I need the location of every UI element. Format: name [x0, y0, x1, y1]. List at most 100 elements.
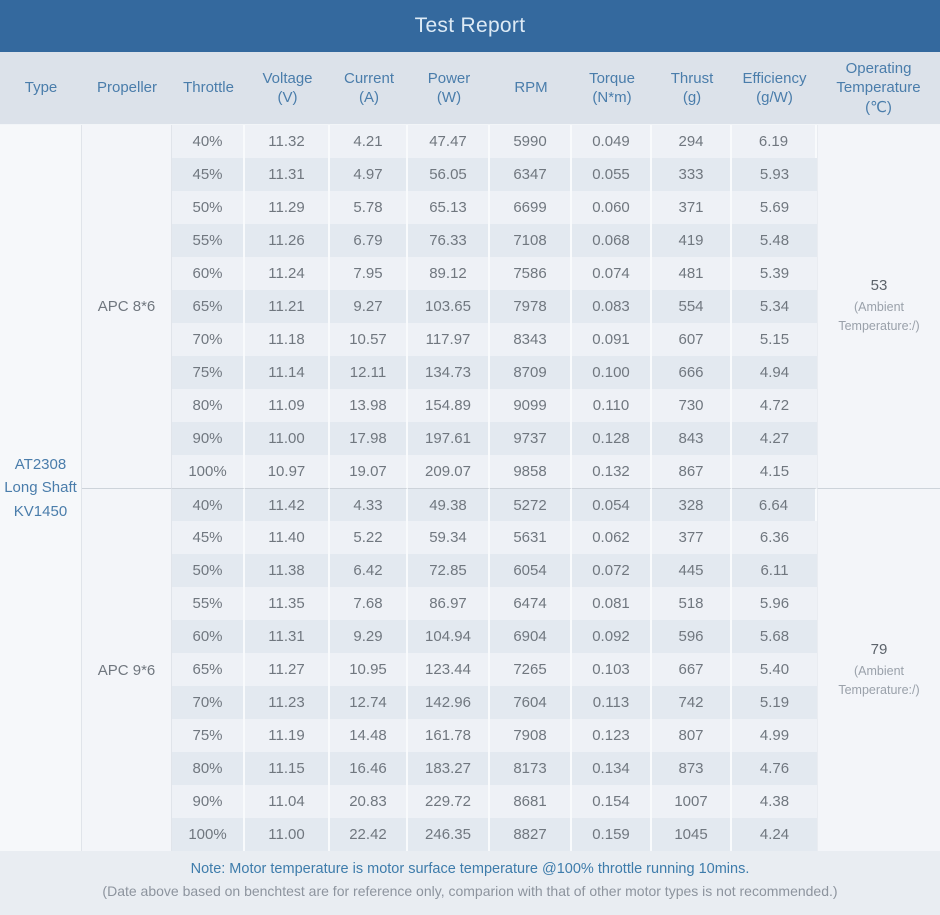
table-row: 65% 11.21 9.27 103.65 7978 0.083 554 5.34 — [0, 290, 940, 323]
cell-thrust: 666 — [652, 356, 732, 389]
cell-power: 104.94 — [408, 620, 490, 653]
table-row: 45% 11.40 5.22 59.34 5631 0.062 377 6.36 — [0, 521, 940, 554]
cell-power: 65.13 — [408, 191, 490, 224]
table-header: Type Propeller Throttle Voltage (V) Curre… — [0, 52, 940, 125]
cell-torque: 0.068 — [572, 224, 652, 257]
table-row: 65% 11.27 10.95 123.44 7265 0.103 667 5.40 — [0, 653, 940, 686]
table-row: 75% 11.14 12.11 134.73 8709 0.100 666 4.94 — [0, 356, 940, 389]
cell-torque: 0.081 — [572, 587, 652, 620]
motor-type-line: KV1450 — [13, 502, 68, 520]
cell-rpm: 7108 — [490, 224, 572, 257]
motor-type-line: Long Shaft — [4, 479, 77, 497]
cell-rpm: 6699 — [490, 191, 572, 224]
cell-efficiency: 4.99 — [732, 719, 817, 752]
col-header-throttle: Throttle — [172, 52, 245, 125]
cell-voltage: 11.18 — [245, 323, 330, 356]
col-label: Propeller — [96, 79, 158, 97]
cell-current: 7.95 — [330, 257, 408, 290]
cell-voltage: 11.00 — [245, 818, 330, 851]
cell-throttle: 80% — [172, 389, 245, 422]
cell-rpm: 8709 — [490, 356, 572, 389]
col-label: Thrust — [670, 69, 714, 87]
cell-thrust: 1007 — [652, 785, 732, 818]
cell-voltage: 11.21 — [245, 290, 330, 323]
cell-rpm: 7908 — [490, 719, 572, 752]
cell-thrust: 377 — [652, 521, 732, 554]
cell-current: 12.11 — [330, 356, 408, 389]
cell-voltage: 10.97 — [245, 455, 330, 488]
cell-rpm: 8827 — [490, 818, 572, 851]
cell-rpm: 8173 — [490, 752, 572, 785]
col-unit: (g/W) — [756, 89, 793, 106]
cell-torque: 0.092 — [572, 620, 652, 653]
cell-throttle: 60% — [172, 620, 245, 653]
cell-efficiency: 5.96 — [732, 587, 817, 620]
cell-thrust: 481 — [652, 257, 732, 290]
cell-throttle: 75% — [172, 719, 245, 752]
col-label: Throttle — [183, 79, 234, 97]
temperature-ambient-label: (Ambient Temperature:/) — [838, 663, 920, 697]
col-unit: (g) — [682, 89, 702, 106]
cell-current: 12.74 — [330, 686, 408, 719]
cell-voltage: 11.31 — [245, 620, 330, 653]
cell-efficiency: 4.76 — [732, 752, 817, 785]
cell-throttle: 100% — [172, 455, 245, 488]
cell-throttle: 70% — [172, 323, 245, 356]
cell-power: 49.38 — [408, 488, 490, 521]
cell-rpm: 7978 — [490, 290, 572, 323]
cell-throttle: 100% — [172, 818, 245, 851]
cell-torque: 0.049 — [572, 125, 652, 158]
cell-thrust: 607 — [652, 323, 732, 356]
cell-torque: 0.091 — [572, 323, 652, 356]
cell-current: 5.78 — [330, 191, 408, 224]
temperature-ambient-label: (Ambient Temperature:/) — [838, 300, 920, 333]
header-row: Type Propeller Throttle Voltage (V) Curre… — [0, 52, 940, 125]
cell-rpm: 9737 — [490, 422, 572, 455]
cell-rpm: 5990 — [490, 125, 572, 158]
cell-throttle: 40% — [172, 125, 245, 158]
cell-current: 10.57 — [330, 323, 408, 356]
cell-voltage: 11.26 — [245, 224, 330, 257]
cell-current: 19.07 — [330, 455, 408, 488]
col-label: Current — [343, 69, 395, 87]
col-unit: (W) — [436, 89, 462, 106]
table-row: 80% 11.09 13.98 154.89 9099 0.110 730 4.72 — [0, 389, 940, 422]
cell-thrust: 445 — [652, 554, 732, 587]
page-title: Test Report — [414, 14, 526, 37]
cell-throttle: 45% — [172, 158, 245, 191]
cell-thrust: 333 — [652, 158, 732, 191]
col-label: RPM — [514, 79, 548, 97]
cell-efficiency: 4.27 — [732, 422, 817, 455]
cell-torque: 0.055 — [572, 158, 652, 191]
cell-efficiency: 5.15 — [732, 323, 817, 356]
cell-power: 76.33 — [408, 224, 490, 257]
col-header-torque: Torque (N*m) — [572, 52, 652, 125]
cell-efficiency: 6.36 — [732, 521, 817, 554]
cell-power: 89.12 — [408, 257, 490, 290]
cell-voltage: 11.29 — [245, 191, 330, 224]
cell-throttle: 75% — [172, 356, 245, 389]
table-row: 90% 11.00 17.98 197.61 9737 0.128 843 4.27 — [0, 422, 940, 455]
propeller-cell: APC 8*6 — [82, 125, 172, 488]
cell-thrust: 554 — [652, 290, 732, 323]
cell-torque: 0.154 — [572, 785, 652, 818]
cell-power: 59.34 — [408, 521, 490, 554]
cell-current: 13.98 — [330, 389, 408, 422]
cell-torque: 0.123 — [572, 719, 652, 752]
footer-notes: Note: Motor temperature is motor surface… — [0, 851, 940, 899]
cell-rpm: 7586 — [490, 257, 572, 290]
cell-rpm: 6904 — [490, 620, 572, 653]
cell-power: 154.89 — [408, 389, 490, 422]
col-header-type: Type — [0, 52, 82, 125]
cell-throttle: 45% — [172, 521, 245, 554]
table-row: 70% 11.23 12.74 142.96 7604 0.113 742 5.19 — [0, 686, 940, 719]
cell-rpm: 6347 — [490, 158, 572, 191]
cell-throttle: 50% — [172, 191, 245, 224]
col-header-power: Power (W) — [408, 52, 490, 125]
col-label: Efficiency — [742, 69, 807, 87]
temperature-value: 79 — [870, 640, 888, 658]
cell-efficiency: 5.93 — [732, 158, 817, 191]
cell-thrust: 667 — [652, 653, 732, 686]
cell-rpm: 7265 — [490, 653, 572, 686]
propeller-cell: APC 9*6 — [82, 488, 172, 851]
